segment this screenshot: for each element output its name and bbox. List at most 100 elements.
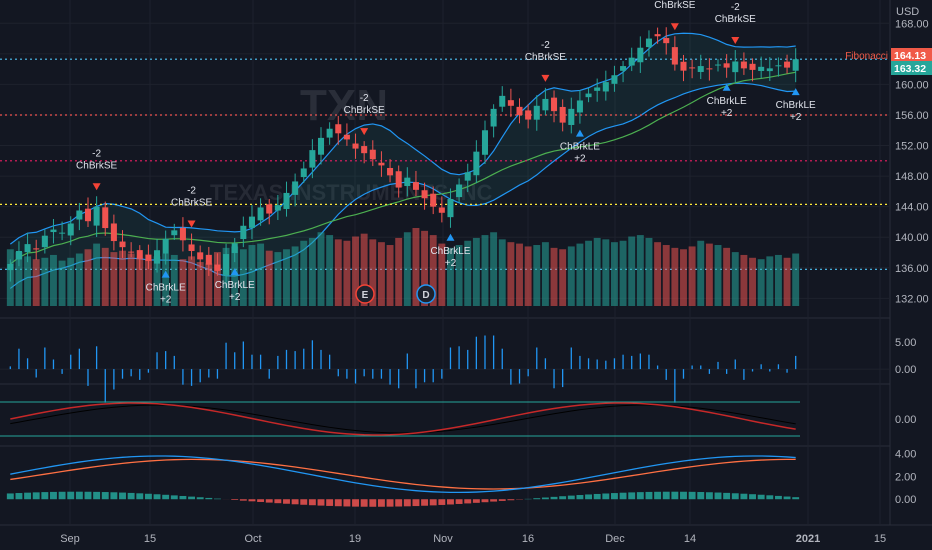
- candle-body: [464, 172, 471, 181]
- volume-bar: [326, 235, 334, 306]
- candle: [749, 58, 756, 82]
- candle-body: [490, 108, 497, 127]
- candle: [663, 27, 670, 55]
- candle-body: [15, 250, 22, 260]
- volume-bar: [75, 253, 83, 306]
- signal-label: +2: [229, 292, 241, 303]
- candle-body: [309, 150, 316, 168]
- volume-bar: [50, 254, 57, 306]
- candle-body: [136, 250, 143, 259]
- volume-bar: [170, 254, 178, 306]
- sell-arrow-icon: [670, 23, 679, 31]
- macd-histogram-bar: [257, 499, 265, 502]
- volume-bar: [472, 237, 480, 306]
- macd-histogram-bar: [438, 499, 446, 505]
- event-label: D: [422, 290, 429, 301]
- signal-label: -2: [360, 93, 369, 104]
- macd-histogram-bar: [671, 491, 679, 500]
- macd-pane: [6, 455, 800, 507]
- volume-bar: [567, 246, 575, 306]
- volume-bar: [24, 256, 32, 306]
- macd-histogram-bar: [360, 499, 368, 507]
- volume-bar: [127, 253, 135, 306]
- candle-body: [59, 232, 66, 234]
- signal-marker: ChBrkLE+2: [560, 129, 600, 165]
- candle: [620, 61, 627, 83]
- price-tick-label: 132.00: [895, 293, 929, 305]
- volume-bar: [231, 246, 239, 306]
- volume-bar: [369, 239, 377, 306]
- signal-label: -2: [541, 40, 550, 51]
- macd-histogram-bar: [403, 499, 411, 507]
- candle-body: [188, 244, 195, 251]
- candle-body: [352, 143, 359, 149]
- volume-bar: [136, 257, 144, 306]
- candle-body: [300, 168, 307, 178]
- event-marker[interactable]: E: [355, 284, 375, 304]
- candle-body: [335, 124, 342, 134]
- buy-arrow-icon: [722, 83, 731, 91]
- candle-body: [784, 61, 791, 68]
- macd-histogram-bar: [15, 493, 23, 500]
- candle: [723, 54, 730, 78]
- macd-histogram-bar: [308, 499, 316, 506]
- macd-histogram-bar: [610, 493, 618, 500]
- candle-body: [732, 61, 739, 73]
- volume-bar: [421, 230, 429, 306]
- candle: [214, 253, 221, 276]
- candle: [15, 241, 22, 267]
- volume-bar: [412, 228, 420, 306]
- macd-histogram-bar: [619, 492, 627, 500]
- candle-body: [499, 95, 506, 107]
- signal-marker: ChBrkLE+2: [215, 268, 255, 303]
- long-ma: [9, 71, 796, 265]
- candle-body: [680, 61, 687, 71]
- macd-histogram-bar: [101, 492, 109, 500]
- macd-histogram-bar: [50, 491, 57, 500]
- volume-bar: [731, 252, 739, 306]
- macd-histogram-bar: [291, 499, 299, 505]
- macd-histogram-bar: [352, 499, 359, 507]
- candle-body: [7, 263, 14, 271]
- macd-histogram-bar: [680, 491, 687, 500]
- candle: [343, 123, 350, 146]
- candle-body: [792, 59, 799, 71]
- event-marker[interactable]: D: [416, 284, 436, 304]
- volume-bar: [455, 245, 463, 306]
- volume-bar: [265, 250, 273, 306]
- macd-histogram-bar: [274, 499, 282, 504]
- volume-bar: [671, 247, 679, 306]
- time-axis[interactable]: Sep 15 Oct 19 Nov 16 Dec 14 2021 15: [60, 533, 886, 545]
- candle: [154, 238, 161, 273]
- macd-tick-label: 0.00: [895, 494, 916, 506]
- candle-body: [594, 87, 601, 91]
- candle: [481, 120, 489, 165]
- candle-body: [404, 177, 411, 187]
- volume-bar: [688, 246, 696, 306]
- volume-bar: [723, 247, 731, 306]
- candle-body: [179, 227, 186, 241]
- volume-bar: [628, 236, 636, 306]
- volume-bar: [196, 262, 204, 306]
- macd-histogram-bar: [757, 494, 765, 500]
- signal-label: +2: [790, 112, 802, 123]
- candle: [395, 165, 402, 198]
- watermark-company: TEXAS INSTRUMENTS INC: [210, 180, 492, 205]
- signal-label: +2: [574, 154, 586, 165]
- macd-histogram-bar: [162, 494, 170, 500]
- candle: [335, 115, 342, 145]
- macd-histogram-bar: [196, 497, 204, 500]
- candle: [766, 57, 773, 81]
- volume-bar: [153, 256, 161, 306]
- symbol-watermark: TXN TEXAS INSTRUMENTS INC: [210, 81, 492, 205]
- macd-histogram-bar: [628, 492, 636, 500]
- candle: [654, 27, 661, 44]
- macd-histogram-bar: [472, 499, 480, 503]
- volume-bar: [179, 259, 187, 306]
- price-axis[interactable]: 132.00 136.00 140.00 144.00 148.00 152.00 156.…: [895, 18, 929, 506]
- macd-histogram-bar: [714, 492, 722, 500]
- signal-marker: ChBrkLE+2: [776, 88, 816, 123]
- signal-label: ChBrkLE: [215, 280, 255, 291]
